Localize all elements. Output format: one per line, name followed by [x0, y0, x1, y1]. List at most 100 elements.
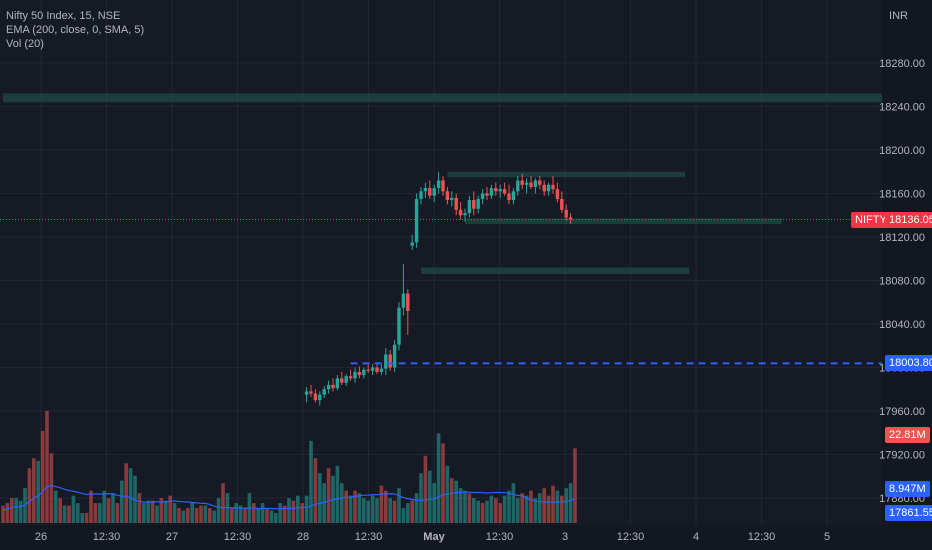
volume-bar [516, 498, 520, 523]
volume-bar [111, 493, 115, 523]
volume-bar [186, 508, 190, 523]
volume-bar [172, 503, 177, 523]
volume-bar [379, 485, 384, 523]
volume-bar [388, 498, 392, 523]
candle-body [524, 182, 529, 185]
volume-bar [32, 458, 36, 523]
volume-bar [401, 508, 406, 523]
candle-body [397, 307, 401, 345]
time-tick-label: 12:30 [748, 531, 776, 543]
time-axis[interactable]: 26 12:30 27 12:30 28 12:30 May 12:30 3 12:30 4 12:3… [35, 531, 830, 543]
volume-bar [542, 488, 546, 523]
volume-bar [502, 495, 507, 523]
volume-bar [208, 508, 212, 523]
candle-body [370, 367, 375, 371]
volume-bar [18, 500, 23, 523]
volume-bar [498, 503, 502, 523]
volume-bar [238, 505, 243, 523]
volume-bar [454, 480, 458, 523]
volume-bar [93, 503, 98, 523]
volume-bar [221, 483, 225, 523]
volume-bar [397, 488, 401, 523]
volume-bar [181, 510, 186, 523]
candle-body [555, 189, 560, 199]
zone-band [421, 267, 690, 274]
volume-bar [115, 503, 120, 523]
volume-bar [335, 465, 340, 523]
volume-bar [529, 490, 533, 523]
volume-bar [533, 498, 538, 523]
volume-bar [485, 500, 489, 523]
volume-bar [524, 495, 529, 523]
legend-ema[interactable]: EMA (200, close, 0, SMA, 5) [6, 24, 145, 36]
candle-body [406, 293, 410, 311]
volume-bar [546, 495, 551, 523]
zone-band [465, 218, 782, 224]
volume-bar [199, 505, 203, 523]
legend-volume[interactable]: Vol (20) [6, 38, 44, 50]
time-tick-label: 27 [166, 531, 178, 543]
candle-body [335, 378, 340, 389]
price-tick-label: 18240.00 [879, 102, 925, 114]
time-tick-label: 12:30 [486, 531, 514, 543]
price-levels [0, 219, 882, 365]
volume-bars [1, 411, 577, 523]
volume-bar [243, 508, 247, 523]
legend-symbol[interactable]: Nifty 50 Index, 15, NSE [6, 10, 121, 22]
volume-bar [560, 495, 564, 523]
volume-bar [296, 495, 300, 523]
volume-bar [98, 503, 102, 523]
time-tick-label: 12:30 [617, 531, 645, 543]
candle-body [428, 188, 432, 196]
volume-bar [216, 498, 221, 523]
volume-bar [414, 493, 419, 523]
volume-value-tag: 22.81M [885, 427, 930, 443]
candle-body [304, 391, 309, 395]
volume-bar [287, 498, 291, 523]
candle-body [476, 198, 480, 209]
volume-bar [27, 468, 32, 523]
currency-label[interactable]: INR [889, 10, 908, 22]
volume-bar [62, 505, 67, 523]
volume-bar [58, 498, 62, 523]
symbol-price-label: NIFTY [851, 211, 891, 228]
price-tick-label: 18120.00 [879, 232, 925, 244]
volume-bar [419, 473, 423, 523]
volume-bar [573, 448, 577, 523]
volume-bar [71, 495, 76, 523]
volume-bar [507, 490, 511, 523]
candle-body [375, 367, 379, 372]
volume-bar [45, 411, 49, 523]
price-tick-label: 18160.00 [879, 189, 925, 201]
price-tick-label: 18200.00 [879, 145, 925, 157]
volume-bar [203, 505, 208, 523]
time-axis-background [0, 525, 882, 550]
candle-body [331, 384, 335, 389]
candle-body [322, 389, 326, 395]
volume-bar [291, 500, 296, 523]
volume-bar [432, 483, 436, 523]
candle-body [392, 344, 397, 368]
candle-body [472, 200, 476, 209]
candle-body [384, 354, 388, 369]
candle-body [467, 200, 472, 214]
time-tick-label: 4 [693, 531, 699, 543]
candle-body [560, 198, 564, 210]
volume-bar [326, 468, 331, 523]
volume-bar [568, 483, 573, 523]
volume-bar [150, 500, 155, 523]
chart-legend: Nifty 50 Index, 15, NSE EMA (200, close,… [6, 9, 144, 51]
last-price-tag: 18136.05 [885, 211, 932, 228]
candle-body [432, 188, 436, 196]
volume-bar [1, 505, 5, 523]
volume-bar [318, 473, 322, 523]
volume-bar [340, 483, 344, 523]
volume-bar [5, 503, 10, 523]
volume-bar [164, 500, 168, 523]
volume-bar [142, 503, 146, 523]
candle-body [516, 180, 520, 192]
volume-bar [89, 490, 93, 523]
